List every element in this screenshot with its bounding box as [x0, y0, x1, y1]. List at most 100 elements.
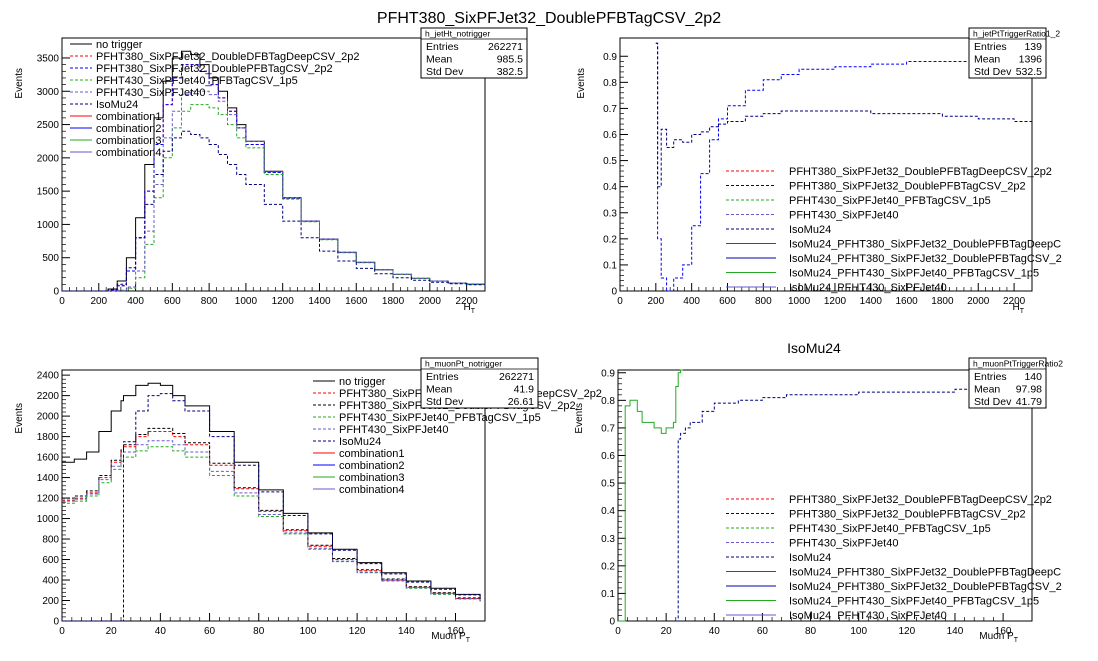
stats-box: h_muonPt_notrigger Entries 262271 Mean 41.9 S…	[420, 357, 539, 409]
y-tick-label: 1800	[37, 432, 60, 443]
y-tick-label: 0.3	[603, 208, 617, 219]
stats-box: h_muonPtTriggerRatio2 Entries 140 Mean 97.98…	[968, 357, 1063, 409]
series-line-1	[618, 369, 683, 622]
series-line-1	[62, 382, 481, 599]
y-tick-label: 1200	[37, 494, 60, 505]
chart-panel-2: PFHT380_SixPFJet32_DoublePFBTagCSV_2p2 0 2…	[377, 10, 1062, 315]
y-tick-label: 2000	[37, 412, 60, 423]
y-tick-label: 3500	[37, 53, 60, 64]
legend-label: PFHT380_SixPFJet32_DoublePFBTagCSV_2p2	[96, 63, 333, 75]
legend-label: PFHT380_SixPFJet32_DoublePFBTagCSV_2p2	[789, 181, 1026, 193]
x-tick-label: 1600	[895, 296, 918, 307]
y-tick-label: 0.6	[603, 130, 617, 141]
legend-label: PFHT430_SixPFJet40	[339, 424, 448, 436]
x-axis-label: Muon PT	[979, 631, 1018, 644]
x-tick-label: 800	[755, 296, 772, 307]
legend-label: combination3	[96, 135, 161, 147]
legend-label: PFHT380_SixPFJet32_DoublePFBTagDeepCSV_2…	[789, 166, 1052, 178]
y-tick-label: 0.2	[601, 561, 615, 572]
stats-key: Mean	[426, 54, 452, 66]
legend: no triggerPFHT380_SixPFJet32_DoubleDFBTa…	[70, 39, 360, 159]
x-tick-label: 160	[995, 626, 1012, 637]
y-tick-label: 0	[53, 287, 59, 298]
legend-label: IsoMu24	[789, 224, 831, 236]
series-line-6	[62, 393, 481, 622]
x-tick-label: 40	[709, 626, 721, 637]
stats-box-name: h_muonPt_notrigger	[425, 359, 502, 369]
x-tick-label: 1000	[788, 296, 811, 307]
x-tick-label: 800	[201, 296, 218, 307]
x-tick-label: 20	[106, 626, 118, 637]
x-tick-label: 600	[719, 296, 736, 307]
stats-key: Std Dev	[974, 396, 1012, 408]
legend-label: PFHT430_SixPFJet40	[789, 210, 898, 222]
y-tick-label: 0.2	[603, 234, 617, 245]
y-tick-label: 0	[609, 617, 615, 628]
x-tick-label: 400	[127, 296, 144, 307]
legend-label: PFHT430_SixPFJet40	[789, 538, 898, 550]
y-tick-label: 500	[42, 253, 59, 264]
x-tick-label: 60	[757, 626, 769, 637]
x-tick-label: 0	[617, 296, 623, 307]
stats-key: Std Dev	[426, 66, 464, 78]
stats-key: Entries	[974, 371, 1007, 383]
legend: PFHT380_SixPFJet32_DoublePFBTagDeepCSV_2…	[726, 166, 1062, 294]
legend-label: IsoMu24_PFHT380_SixPFJet32_DoublePFBTagD…	[789, 239, 1061, 251]
stats-value: 26.61	[508, 396, 534, 408]
stats-key: Entries	[426, 371, 459, 383]
stats-key: Mean	[974, 54, 1000, 66]
x-tick-label: 140	[947, 626, 964, 637]
series-line-5	[62, 440, 481, 602]
legend-label: IsoMu24_PFHT380_SixPFJet32_DoublePFBTagC…	[789, 581, 1062, 593]
stats-box-frame	[968, 357, 1047, 409]
x-axis-label: HT	[463, 302, 475, 315]
series-line-5	[62, 90, 486, 292]
x-tick-label: 40	[155, 626, 167, 637]
y-axis-label: Events	[576, 68, 587, 99]
chart-panel-4: IsoMu24 0 20 40 60 80 100 120 140 160 0 0.1 0.2 0.3 0.…	[574, 340, 1063, 644]
legend-label: IsoMu24_PFHT380_SixPFJet32_DoublePFBTagD…	[789, 567, 1061, 579]
y-tick-label: 200	[42, 596, 59, 607]
plot-frame	[619, 37, 1033, 292]
x-tick-label: 2000	[419, 296, 442, 307]
x-tick-label: 0	[59, 626, 65, 637]
x-tick-label: 1800	[382, 296, 405, 307]
stats-box-name: h_jetPtTriggerRatio1_2	[973, 29, 1060, 39]
stats-box-frame	[968, 27, 1047, 79]
stats-box: h_jetPtTriggerRatio1_2 Entries 139 Mean 1396…	[968, 27, 1060, 79]
x-tick-label: 2200	[1003, 296, 1026, 307]
x-tick-label: 1600	[345, 296, 368, 307]
y-tick-label: 0.9	[601, 368, 615, 379]
x-tick-label: 2000	[967, 296, 990, 307]
stats-value: 97.98	[1016, 384, 1042, 396]
stats-key: Entries	[974, 41, 1007, 53]
x-tick-label: 0	[615, 626, 621, 637]
legend-label: combination4	[96, 147, 161, 159]
stats-value: 532.5	[1016, 66, 1042, 78]
x-tick-label: 1800	[931, 296, 954, 307]
x-tick-label: 200	[90, 296, 107, 307]
y-tick-label: 2000	[37, 153, 60, 164]
legend-label: combination4	[339, 484, 404, 496]
x-tick-label: 120	[349, 626, 366, 637]
stats-value: 41.9	[514, 384, 535, 396]
stats-value: 382.5	[497, 66, 523, 78]
legend-label: IsoMu24_PFHT430_SixPFJet40_PFBTagCSV_1p5	[789, 596, 1039, 608]
x-tick-label: 0	[59, 296, 65, 307]
legend-label: combination2	[96, 123, 161, 135]
y-axis-label: Events	[14, 68, 25, 99]
x-tick-label: 20	[661, 626, 673, 637]
legend-label: IsoMu24	[339, 436, 381, 448]
y-tick-label: 0	[611, 287, 617, 298]
stats-key: Entries	[426, 41, 459, 53]
y-tick-label: 0.7	[601, 423, 615, 434]
x-tick-label: 600	[164, 296, 181, 307]
y-tick-label: 1000	[37, 514, 60, 525]
legend-label: IsoMu24	[789, 552, 831, 564]
chart-title: IsoMu24	[787, 340, 841, 356]
y-axis-label: Events	[14, 403, 25, 434]
x-tick-label: 1400	[308, 296, 331, 307]
y-tick-label: 0.3	[601, 534, 615, 545]
